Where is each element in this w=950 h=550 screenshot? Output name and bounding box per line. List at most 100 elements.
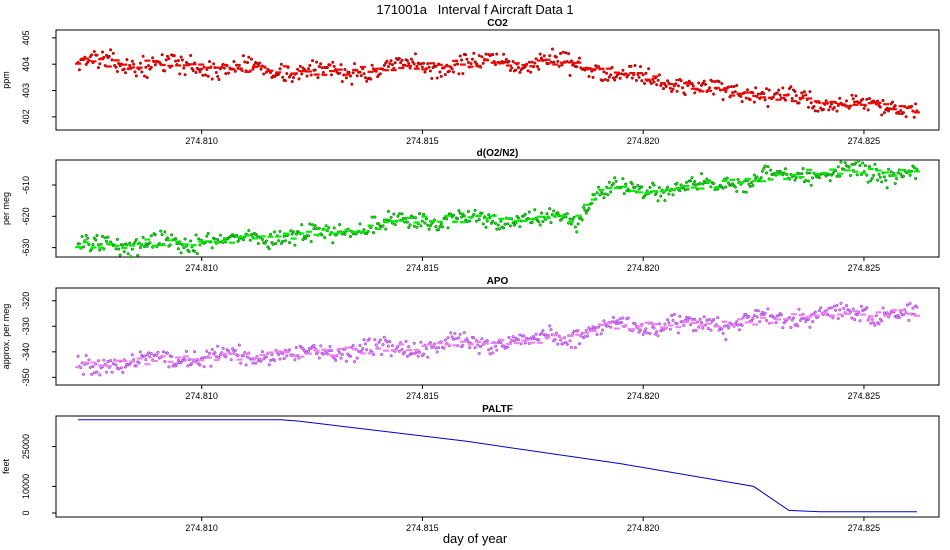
co2-data-point xyxy=(347,70,351,75)
apo-data-point xyxy=(174,364,178,368)
co2-data-point xyxy=(901,111,905,115)
apo-data-point xyxy=(546,333,550,337)
co2-data-point xyxy=(813,109,817,113)
o2n2-data-point xyxy=(271,242,275,246)
apo-data-point xyxy=(268,358,273,362)
apo-data-point xyxy=(701,326,705,330)
co2-data-point xyxy=(434,64,438,68)
o2n2-data-point xyxy=(595,191,599,195)
apo-x-tick-label: 274.820 xyxy=(627,391,660,401)
co2-data-point xyxy=(338,71,342,75)
apo-data-point xyxy=(437,346,441,350)
o2n2-data-point xyxy=(683,188,687,192)
co2-data-point xyxy=(794,94,798,98)
co2-data-point xyxy=(605,71,609,75)
o2n2-data-point xyxy=(249,233,254,237)
apo-data-point xyxy=(740,323,744,327)
o2n2-data-point xyxy=(95,233,99,238)
o2n2-data-point xyxy=(236,239,240,243)
o2n2-data-point xyxy=(502,226,506,230)
o2n2-data-point xyxy=(323,236,327,240)
o2n2-data-point xyxy=(308,222,312,226)
apo-data-point xyxy=(485,339,489,343)
apo-data-point xyxy=(184,349,189,353)
o2n2-data-point xyxy=(216,237,220,242)
o2n2-data-point xyxy=(117,247,121,251)
apo-panel-title: APO xyxy=(487,276,509,287)
apo-data-point xyxy=(760,310,764,314)
apo-data-point xyxy=(678,314,682,318)
co2-data-point xyxy=(259,67,263,71)
co2-data-point xyxy=(556,59,560,63)
apo-data-point xyxy=(355,356,359,360)
apo-data-point xyxy=(239,361,243,365)
co2-data-point xyxy=(296,67,300,71)
o2n2-data-point xyxy=(582,205,586,209)
co2-data-point xyxy=(732,84,736,89)
o2n2-data-point xyxy=(506,222,510,226)
co2-data-point xyxy=(801,94,805,98)
apo-data-point xyxy=(282,356,286,361)
co2-data-point xyxy=(827,108,831,112)
co2-data-point xyxy=(460,58,464,62)
o2n2-data-point xyxy=(584,211,588,215)
o2n2-data-point xyxy=(750,180,754,185)
o2n2-data-point xyxy=(568,217,572,221)
co2-data-point xyxy=(862,106,866,110)
apo-data-point xyxy=(130,353,134,357)
co2-data-point xyxy=(331,60,335,64)
o2n2-data-point xyxy=(596,185,601,189)
co2-data-point xyxy=(469,62,473,66)
apo-data-point xyxy=(457,336,461,340)
co2-data-point xyxy=(212,62,216,66)
co2-data-point xyxy=(557,64,561,68)
co2-data-point xyxy=(702,79,706,83)
o2n2-data-point xyxy=(609,190,613,194)
o2n2-data-point xyxy=(304,236,308,240)
apo-data-point xyxy=(254,361,258,365)
apo-data-point xyxy=(110,370,114,374)
apo-y-axis-label: approx. per meg xyxy=(1,304,11,370)
apo-data-point xyxy=(516,338,521,342)
o2n2-data-point xyxy=(759,176,763,180)
o2n2-data-point xyxy=(736,177,740,182)
apo-data-point xyxy=(548,324,552,328)
co2-data-point xyxy=(245,61,250,65)
apo-data-point xyxy=(389,354,393,358)
co2-data-point xyxy=(114,65,118,69)
apo-data-point xyxy=(488,352,492,356)
co2-data-point xyxy=(358,70,362,74)
o2n2-data-point xyxy=(401,216,405,220)
o2n2-data-point xyxy=(98,248,102,252)
apo-data-point xyxy=(416,354,420,358)
o2n2-data-point xyxy=(458,211,462,215)
co2-data-point xyxy=(484,52,488,56)
co2-data-point xyxy=(409,57,413,61)
apo-data-point xyxy=(561,341,565,345)
co2-data-point xyxy=(829,102,834,106)
apo-data-point xyxy=(388,339,392,344)
o2n2-x-tick-label: 274.825 xyxy=(848,263,881,273)
apo-data-point xyxy=(523,341,527,345)
o2n2-data-point xyxy=(287,241,292,245)
o2n2-data-point xyxy=(267,247,271,251)
co2-data-point xyxy=(802,90,806,94)
o2n2-data-point xyxy=(377,222,381,226)
apo-data-point xyxy=(800,316,804,321)
co2-data-point xyxy=(285,72,289,76)
o2n2-data-point xyxy=(526,216,530,221)
co2-data-point xyxy=(297,77,301,81)
apo-data-point xyxy=(317,356,321,360)
apo-data-point xyxy=(193,350,197,354)
co2-data-point xyxy=(697,81,701,85)
co2-data-point xyxy=(98,62,102,66)
co2-data-point xyxy=(881,98,885,103)
apo-data-point xyxy=(855,313,859,317)
co2-data-point xyxy=(450,67,454,71)
o2n2-data-point xyxy=(873,162,877,166)
o2n2-data-point xyxy=(870,176,874,180)
o2n2-data-point xyxy=(537,220,541,224)
co2-data-point xyxy=(422,61,426,65)
o2n2-data-point xyxy=(274,241,278,246)
o2n2-data-point xyxy=(210,246,214,250)
